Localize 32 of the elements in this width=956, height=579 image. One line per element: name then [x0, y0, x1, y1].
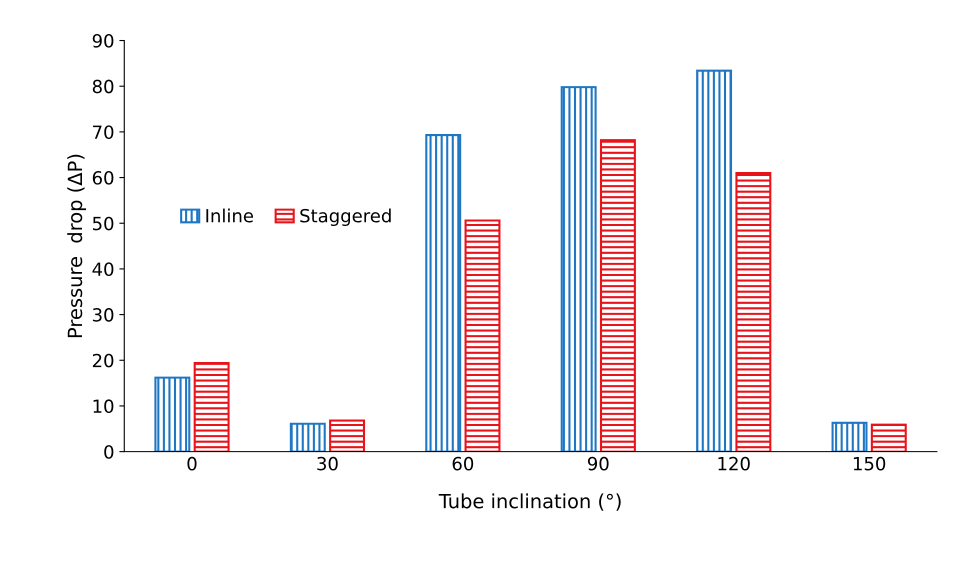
bar — [194, 362, 230, 452]
bar — [425, 134, 462, 452]
x-axis-title: Tube inclination (°) — [438, 493, 621, 511]
legend-label: Staggered — [300, 208, 391, 226]
bar — [464, 219, 500, 452]
y-tick-label: 60 — [92, 171, 114, 185]
x-tick-label: 150 — [854, 456, 886, 470]
y-tick-label: 70 — [93, 125, 114, 139]
y-tick-label: 30 — [92, 308, 114, 322]
x-tick-label: 60 — [452, 456, 474, 470]
y-tick-label: 0 — [104, 445, 114, 459]
y-tick-label: 90 — [92, 34, 114, 48]
bar — [290, 422, 326, 452]
bar — [832, 422, 868, 452]
x-tick-label: 30 — [317, 456, 338, 470]
bar — [735, 172, 772, 452]
bar — [696, 70, 732, 452]
y-tick-label: 80 — [92, 80, 114, 94]
bar — [600, 139, 636, 452]
bar — [329, 420, 366, 452]
x-tick-label: 120 — [718, 456, 750, 470]
legend-label: Inline — [206, 208, 254, 223]
x-tick-label: 0 — [187, 456, 197, 470]
bar — [870, 424, 907, 452]
bar — [154, 376, 190, 452]
y-tick-label: 20 — [92, 354, 114, 368]
y-tick-label: 10 — [94, 399, 114, 414]
y-tick-label: 50 — [92, 216, 114, 230]
y-axis-title: Pressure drop (ΔP) — [67, 154, 86, 338]
bar — [560, 86, 597, 452]
y-tick-label: 40 — [92, 262, 114, 276]
x-tick-label: 90 — [588, 456, 609, 470]
